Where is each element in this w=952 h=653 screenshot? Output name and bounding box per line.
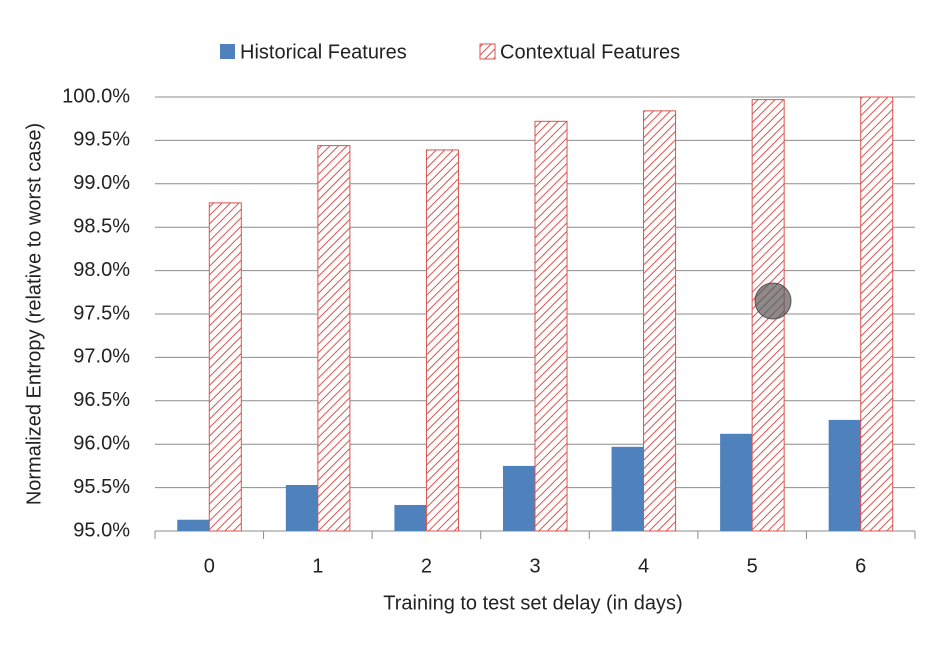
bar bbox=[394, 504, 427, 531]
y-tick-label: 100.0% bbox=[62, 85, 130, 107]
bar bbox=[285, 484, 318, 531]
x-tick-label: 5 bbox=[747, 555, 758, 577]
x-tick-label: 4 bbox=[638, 555, 649, 577]
y-tick-label: 99.0% bbox=[73, 172, 130, 194]
bar bbox=[860, 96, 894, 532]
x-tick-label: 0 bbox=[204, 555, 215, 577]
y-tick-label: 96.5% bbox=[73, 389, 130, 411]
bar bbox=[425, 149, 459, 532]
x-tick-label: 3 bbox=[529, 555, 540, 577]
x-tick-label: 1 bbox=[312, 555, 323, 577]
y-tick-label: 98.0% bbox=[73, 259, 130, 281]
y-tick-label: 95.5% bbox=[73, 476, 130, 498]
y-tick-label: 95.0% bbox=[73, 519, 130, 541]
legend-swatch bbox=[220, 44, 235, 59]
y-axis-label: Normalized Entropy (relative to worst ca… bbox=[23, 123, 45, 505]
bar bbox=[643, 110, 677, 532]
bar bbox=[317, 145, 351, 532]
cursor bbox=[754, 282, 792, 320]
x-axis-label: Training to test set delay (in days) bbox=[383, 592, 682, 614]
legend-swatch bbox=[479, 43, 496, 60]
y-tick-label: 99.5% bbox=[73, 129, 130, 151]
bar bbox=[177, 519, 210, 531]
bar bbox=[534, 120, 568, 532]
bar bbox=[208, 202, 242, 532]
bar bbox=[502, 465, 535, 531]
bar bbox=[720, 433, 753, 531]
y-tick-label: 97.5% bbox=[73, 302, 130, 324]
y-tick-label: 97.0% bbox=[73, 346, 130, 368]
legend-label: Contextual Features bbox=[500, 41, 680, 63]
bar bbox=[611, 446, 644, 531]
legend-label: Historical Features bbox=[240, 41, 407, 63]
x-tick-label: 6 bbox=[855, 555, 866, 577]
x-tick-label: 2 bbox=[421, 555, 432, 577]
y-tick-label: 96.0% bbox=[73, 432, 130, 454]
bar bbox=[828, 419, 861, 531]
y-tick-label: 98.5% bbox=[73, 215, 130, 237]
